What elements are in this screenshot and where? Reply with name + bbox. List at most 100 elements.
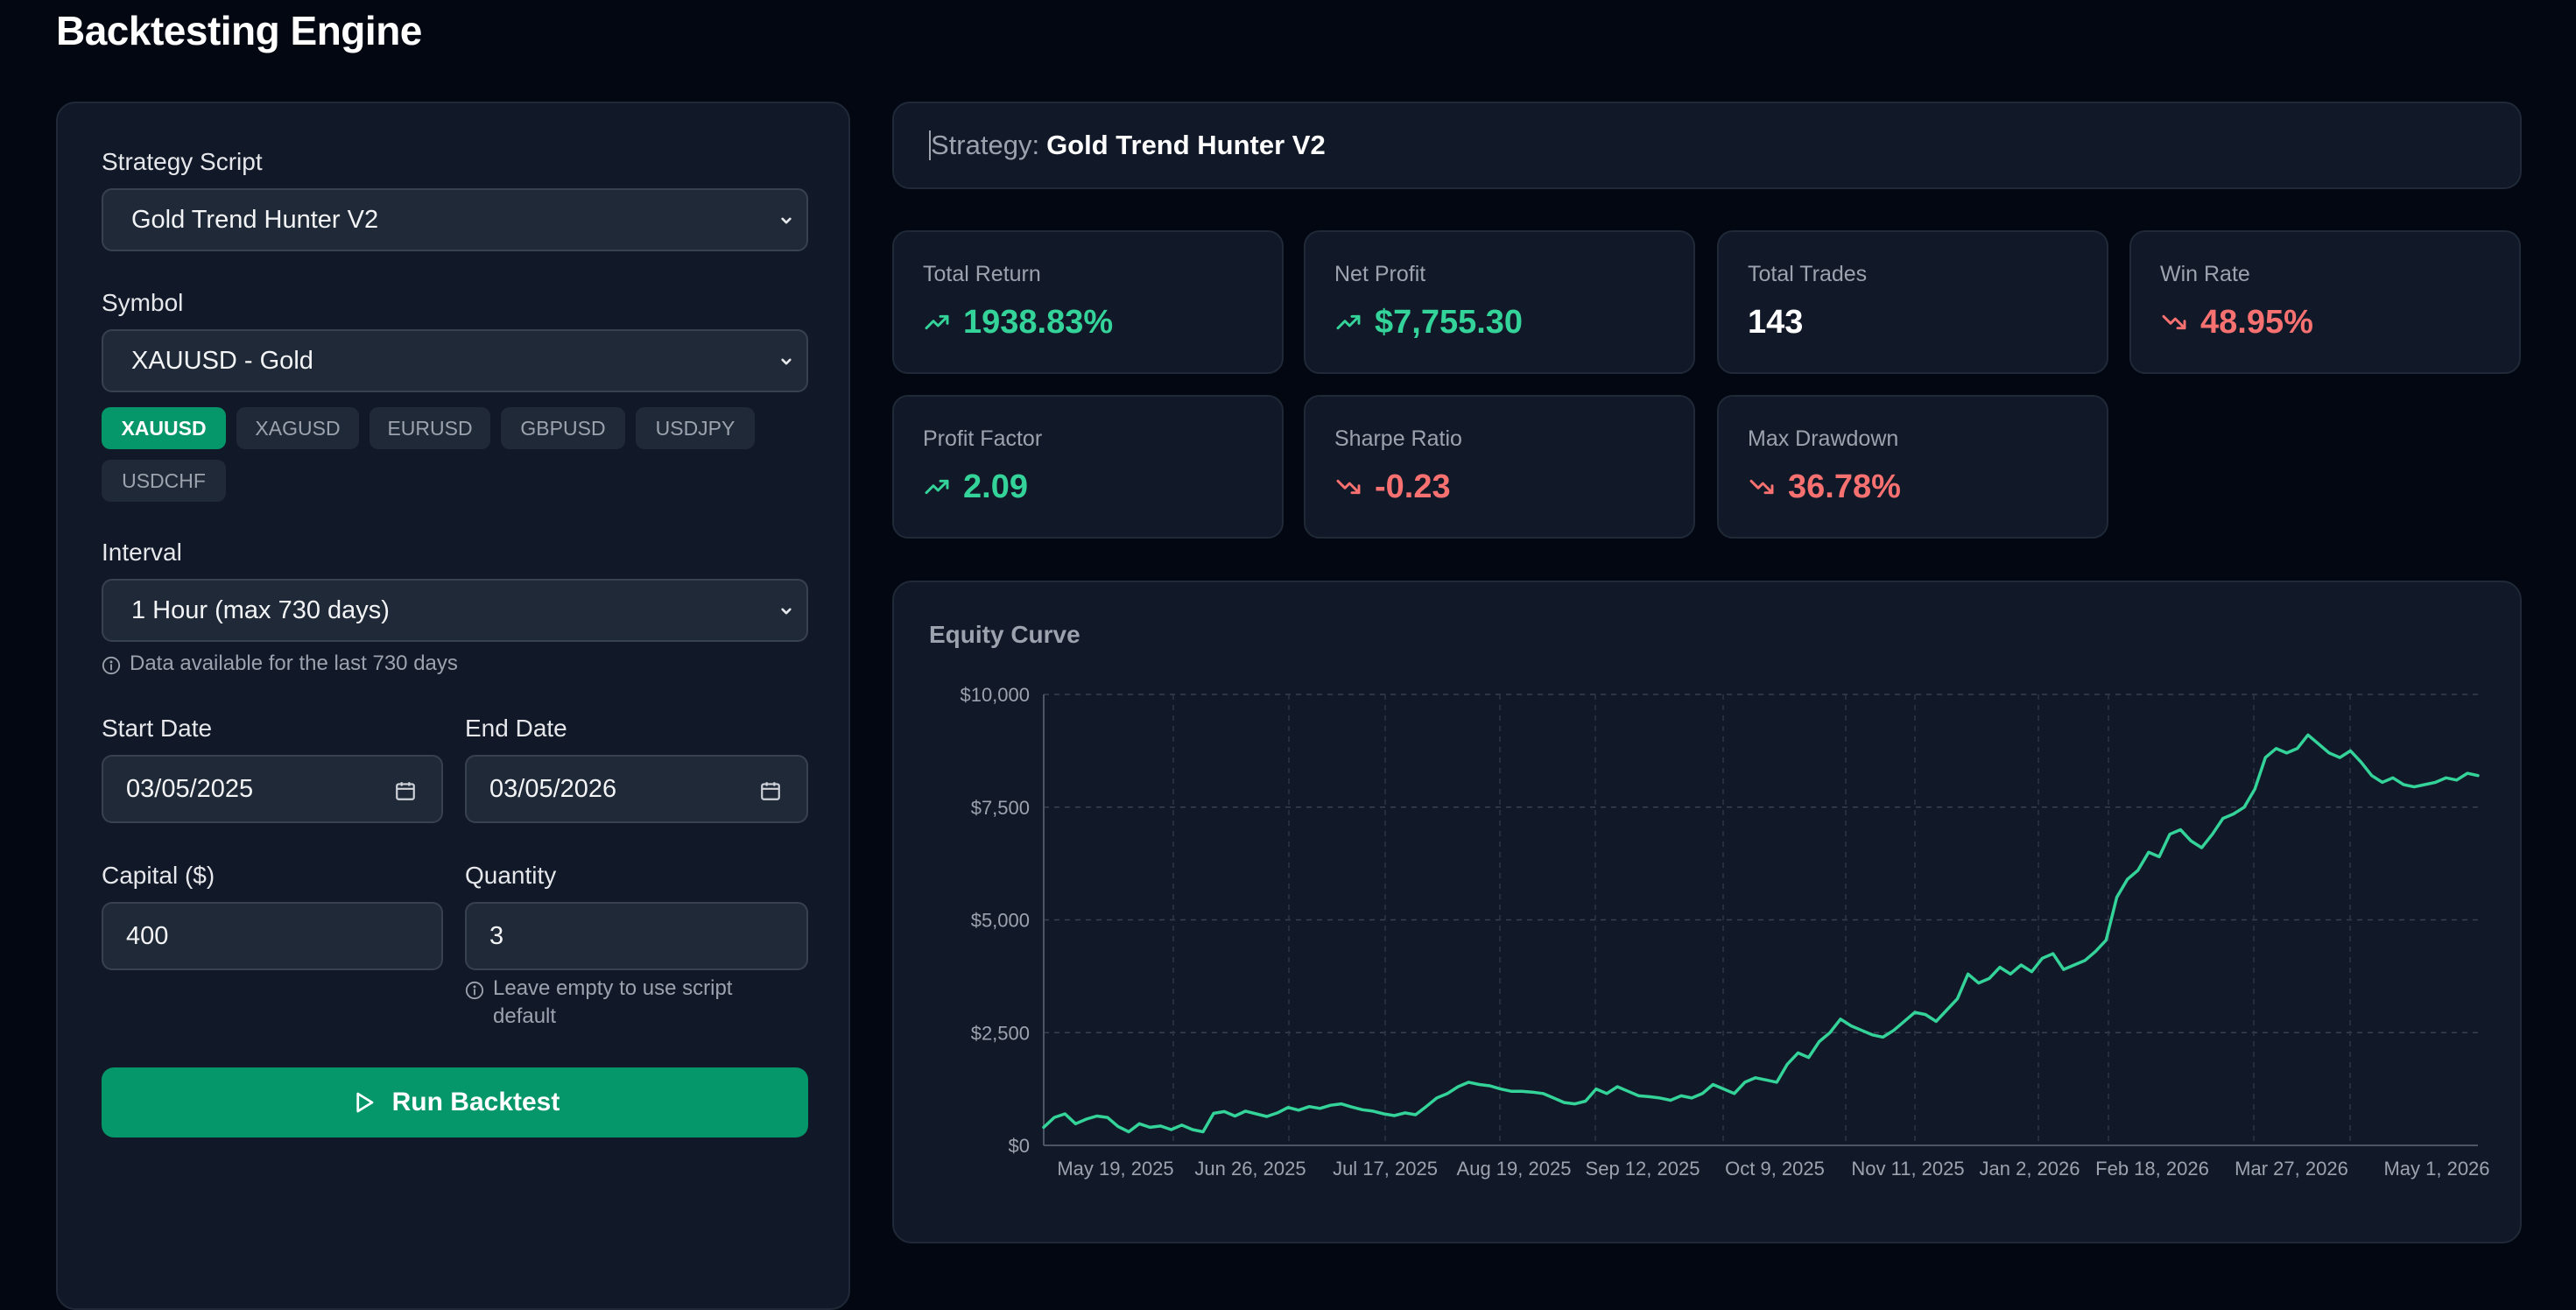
x-tick-label: Oct 9, 2025 <box>1725 1158 1825 1180</box>
metric-card: Max Drawdown 36.78% <box>1717 395 2108 539</box>
metric-card: Total Trades 143 <box>1717 230 2108 374</box>
metric-value-row: 36.78% <box>1748 465 1901 509</box>
metric-value-row: 1938.83% <box>923 300 1113 344</box>
interval-select[interactable]: 1 Hour (max 730 days) <box>102 579 808 642</box>
start-date-label: Start Date <box>102 715 213 742</box>
symbol-chip-xauusd[interactable]: XAUUSD <box>102 407 226 449</box>
metric-label: Profit Factor <box>923 426 1043 451</box>
trending-down-icon <box>2162 314 2186 330</box>
page-title: Backtesting Engine <box>56 8 422 53</box>
quantity-label: Quantity <box>465 862 557 889</box>
x-tick-label: Nov 11, 2025 <box>1851 1158 1964 1180</box>
strategy-banner: Strategy: Gold Trend Hunter V2 <box>892 102 2522 189</box>
symbol-chip-eurusd[interactable]: EURUSD <box>370 407 490 449</box>
text-cursor <box>929 130 931 160</box>
strategy-select[interactable]: Gold Trend Hunter V2 <box>102 188 808 251</box>
metric-label: Sharpe Ratio <box>1334 426 1462 451</box>
equity-curve-card: Equity Curve $0 $2,500 $5,000 $7,500 $10,000… <box>892 581 2522 1243</box>
metric-value-row: 143 <box>1748 300 1803 344</box>
x-tick-label: Aug 19, 2025 <box>1457 1158 1572 1180</box>
end-date-input[interactable]: 03/05/2026 <box>465 755 808 823</box>
metric-value-row: $7,755.30 <box>1334 300 1523 344</box>
chart-title: Equity Curve <box>929 621 1080 648</box>
metric-value: 36.78% <box>1788 468 1901 505</box>
x-tick-label: Feb 18, 2026 <box>2095 1158 2209 1180</box>
strategy-name: Gold Trend Hunter V2 <box>1046 130 1326 160</box>
trending-up-icon <box>925 314 949 330</box>
calendar-icon[interactable] <box>759 779 782 802</box>
play-icon <box>356 1092 374 1113</box>
strategy-select-value: Gold Trend Hunter V2 <box>131 205 379 234</box>
y-tick-label: $2,500 <box>971 1022 1030 1044</box>
trending-down-icon <box>1749 479 1774 495</box>
x-tick-label: Sep 12, 2025 <box>1586 1158 1700 1180</box>
interval-hint-text: Data available for the last 730 days <box>130 651 458 675</box>
run-backtest-button[interactable]: Run Backtest <box>102 1067 808 1137</box>
info-icon <box>465 981 484 1000</box>
chevron-down-icon <box>781 608 792 615</box>
start-date-value: 03/05/2025 <box>126 774 254 803</box>
metric-label: Total Trades <box>1748 262 1868 286</box>
symbol-chip-xagusd[interactable]: XAGUSD <box>236 407 359 449</box>
quantity-input[interactable]: 3 <box>465 902 808 970</box>
info-icon <box>102 656 121 675</box>
capital-input[interactable]: 400 <box>102 902 443 970</box>
y-tick-label: $0 <box>1009 1135 1030 1157</box>
equity-line <box>1042 733 2480 1134</box>
end-date-value: 03/05/2026 <box>489 774 617 803</box>
x-tick-label: Mar 27, 2026 <box>2235 1158 2348 1180</box>
metric-value: $7,755.30 <box>1375 303 1524 341</box>
symbol-select-value: XAUUSD - Gold <box>131 346 313 375</box>
symbol-chip-gbpusd[interactable]: GBPUSD <box>501 407 625 449</box>
interval-hint: Data available for the last 730 days <box>102 650 808 678</box>
x-tick-label: Jul 17, 2025 <box>1333 1158 1438 1180</box>
quantity-hint: Leave empty to use script default <box>465 975 763 1031</box>
metric-label: Net Profit <box>1334 262 1426 286</box>
capital-label: Capital ($) <box>102 862 215 889</box>
strategy-prefix: Strategy: <box>931 130 1040 160</box>
config-panel: Strategy Script Gold Trend Hunter V2 Sym… <box>56 102 850 1310</box>
trending-up-icon <box>1336 314 1361 330</box>
metric-value: 2.09 <box>963 468 1028 505</box>
end-date-label: End Date <box>465 715 567 742</box>
chevron-down-icon <box>781 217 792 224</box>
calendar-icon[interactable] <box>394 779 417 802</box>
metric-label: Max Drawdown <box>1748 426 1899 451</box>
start-date-input[interactable]: 03/05/2025 <box>102 755 443 823</box>
quantity-hint-text: Leave empty to use script default <box>493 976 733 1028</box>
y-tick-label: $7,500 <box>971 797 1030 819</box>
symbol-select[interactable]: XAUUSD - Gold <box>102 329 808 392</box>
equity-curve-chart: $0 $2,500 $5,000 $7,500 $10,000 May 19, 2025 J… <box>960 684 2489 1180</box>
y-tick-label: $5,000 <box>971 910 1030 932</box>
metric-card: Net Profit $7,755.30 <box>1304 230 1695 374</box>
symbol-chip-usdchf[interactable]: USDCHF <box>102 460 226 502</box>
quantity-value: 3 <box>489 921 504 950</box>
metric-card: Win Rate 48.95% <box>2129 230 2521 374</box>
symbol-chip-usdjpy[interactable]: USDJPY <box>636 407 755 449</box>
symbol-label: Symbol <box>102 289 184 316</box>
metric-card: Sharpe Ratio -0.23 <box>1304 395 1695 539</box>
x-tick-label: May 1, 2026 <box>2383 1158 2489 1180</box>
chevron-down-icon <box>781 358 792 365</box>
metric-card: Profit Factor 2.09 <box>892 395 1284 539</box>
run-backtest-label: Run Backtest <box>391 1088 560 1116</box>
interval-label: Interval <box>102 539 182 566</box>
capital-value: 400 <box>126 921 169 950</box>
metric-label: Win Rate <box>2160 262 2250 286</box>
metric-label: Total Return <box>923 262 1041 286</box>
metric-value: -0.23 <box>1375 468 1451 505</box>
metric-value: 143 <box>1748 303 1804 341</box>
x-tick-label: Jan 2, 2026 <box>1980 1158 2080 1180</box>
metric-value-row: 48.95% <box>2160 300 2313 344</box>
metric-value-row: -0.23 <box>1334 465 1451 509</box>
metric-value: 48.95% <box>2200 303 2313 341</box>
metric-card: Total Return 1938.83% <box>892 230 1284 374</box>
strategy-script-label: Strategy Script <box>102 148 263 175</box>
metric-value: 1938.83% <box>963 303 1114 341</box>
x-tick-label: May 19, 2025 <box>1057 1158 1173 1180</box>
y-tick-label: $10,000 <box>960 684 1030 706</box>
x-tick-label: Jun 26, 2025 <box>1194 1158 1306 1180</box>
trending-down-icon <box>1336 479 1361 495</box>
trending-up-icon <box>925 479 949 495</box>
metric-value-row: 2.09 <box>923 465 1028 509</box>
